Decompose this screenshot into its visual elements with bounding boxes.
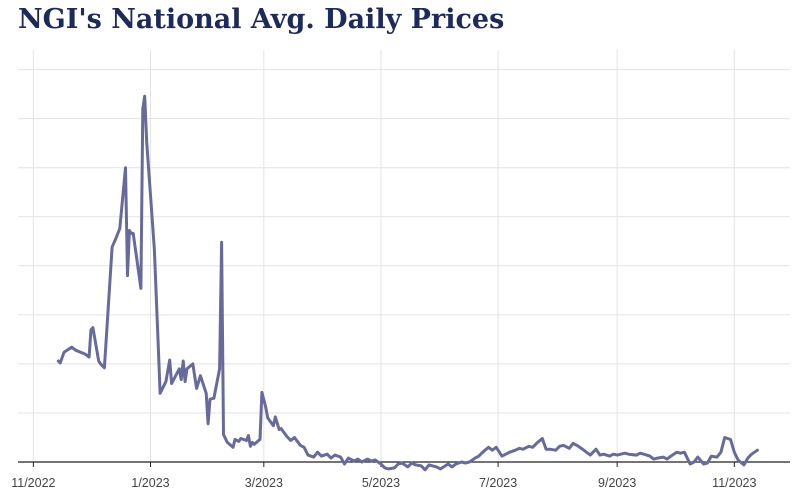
x-tick-label: 9/2023 xyxy=(598,476,636,490)
x-tick-label: 3/2023 xyxy=(245,476,283,490)
x-tick-label: 11/2022 xyxy=(11,476,55,490)
price-series-line xyxy=(56,94,759,472)
x-tick-label: 11/2023 xyxy=(712,476,756,490)
x-tick-label: 7/2023 xyxy=(479,476,517,490)
x-tick-label: 1/2023 xyxy=(131,476,169,490)
chart-title: NGI's National Avg. Daily Prices xyxy=(18,4,505,35)
x-tick-label: 5/2023 xyxy=(362,476,400,490)
